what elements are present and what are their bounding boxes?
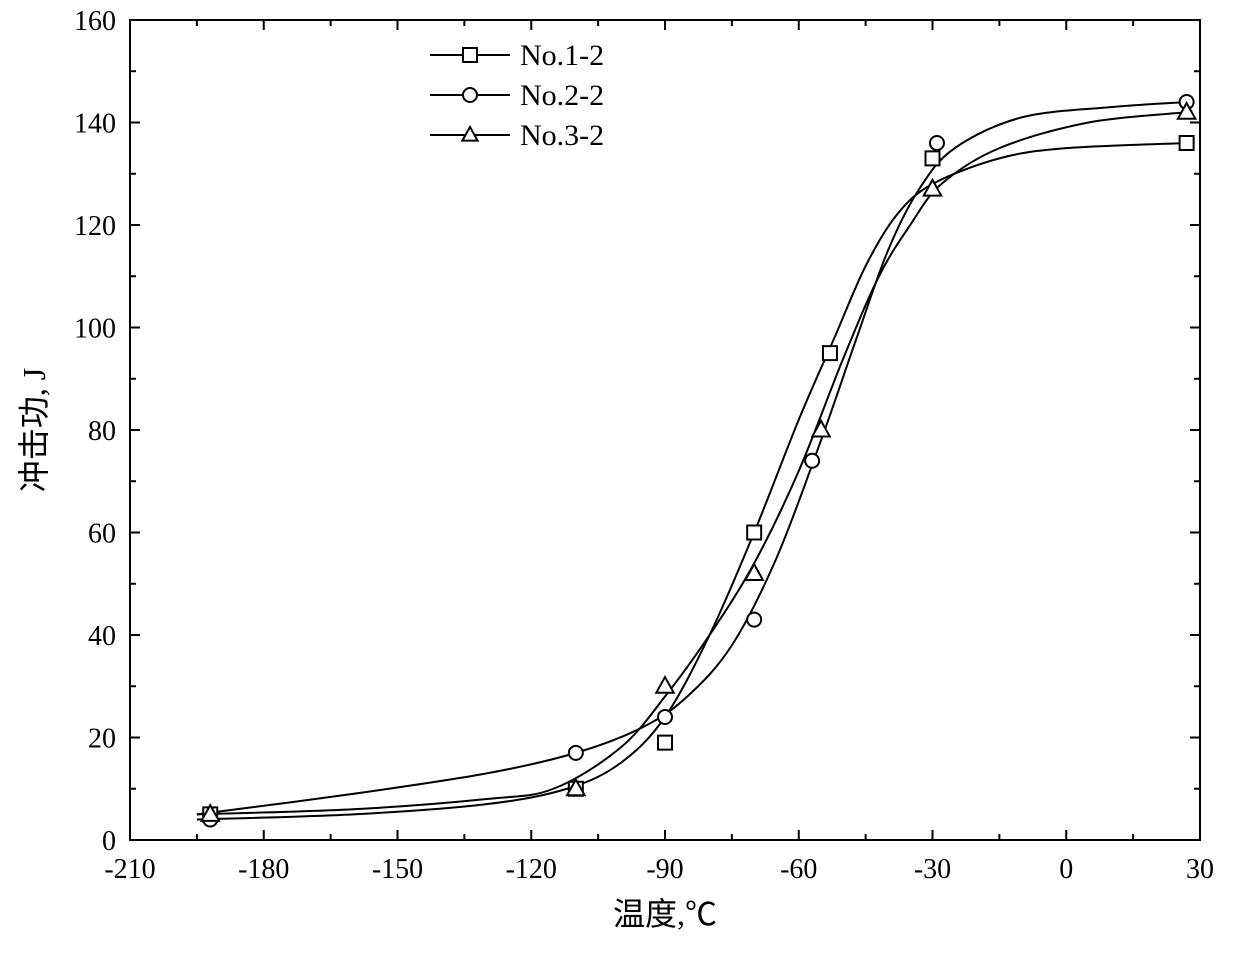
svg-text:-210: -210 (104, 854, 155, 885)
svg-text:No.1-2: No.1-2 (520, 39, 604, 72)
svg-text:100: 100 (74, 314, 116, 345)
svg-text:-180: -180 (238, 854, 289, 885)
svg-text:-120: -120 (506, 854, 557, 885)
svg-text:No.3-2: No.3-2 (520, 119, 604, 152)
svg-text:冲击功, J: 冲击功, J (16, 368, 52, 492)
svg-text:40: 40 (88, 621, 116, 652)
svg-text:0: 0 (102, 826, 116, 857)
svg-text:No.2-2: No.2-2 (520, 79, 604, 112)
svg-text:-60: -60 (780, 854, 817, 885)
svg-text:80: 80 (88, 416, 116, 447)
svg-text:20: 20 (88, 724, 116, 755)
svg-text:30: 30 (1186, 854, 1214, 885)
svg-text:-90: -90 (646, 854, 683, 885)
svg-text:0: 0 (1059, 854, 1073, 885)
svg-text:120: 120 (74, 211, 116, 242)
svg-text:160: 160 (74, 6, 116, 37)
svg-text:-150: -150 (372, 854, 423, 885)
svg-text:-30: -30 (914, 854, 951, 885)
svg-text:140: 140 (74, 109, 116, 140)
svg-text:60: 60 (88, 519, 116, 550)
svg-text:温度,℃: 温度,℃ (613, 896, 717, 932)
impact-energy-chart: -210 -180 -150 -120 -90 -60 -30 0 30 0 20 40 60 80 100… (0, 0, 1240, 969)
